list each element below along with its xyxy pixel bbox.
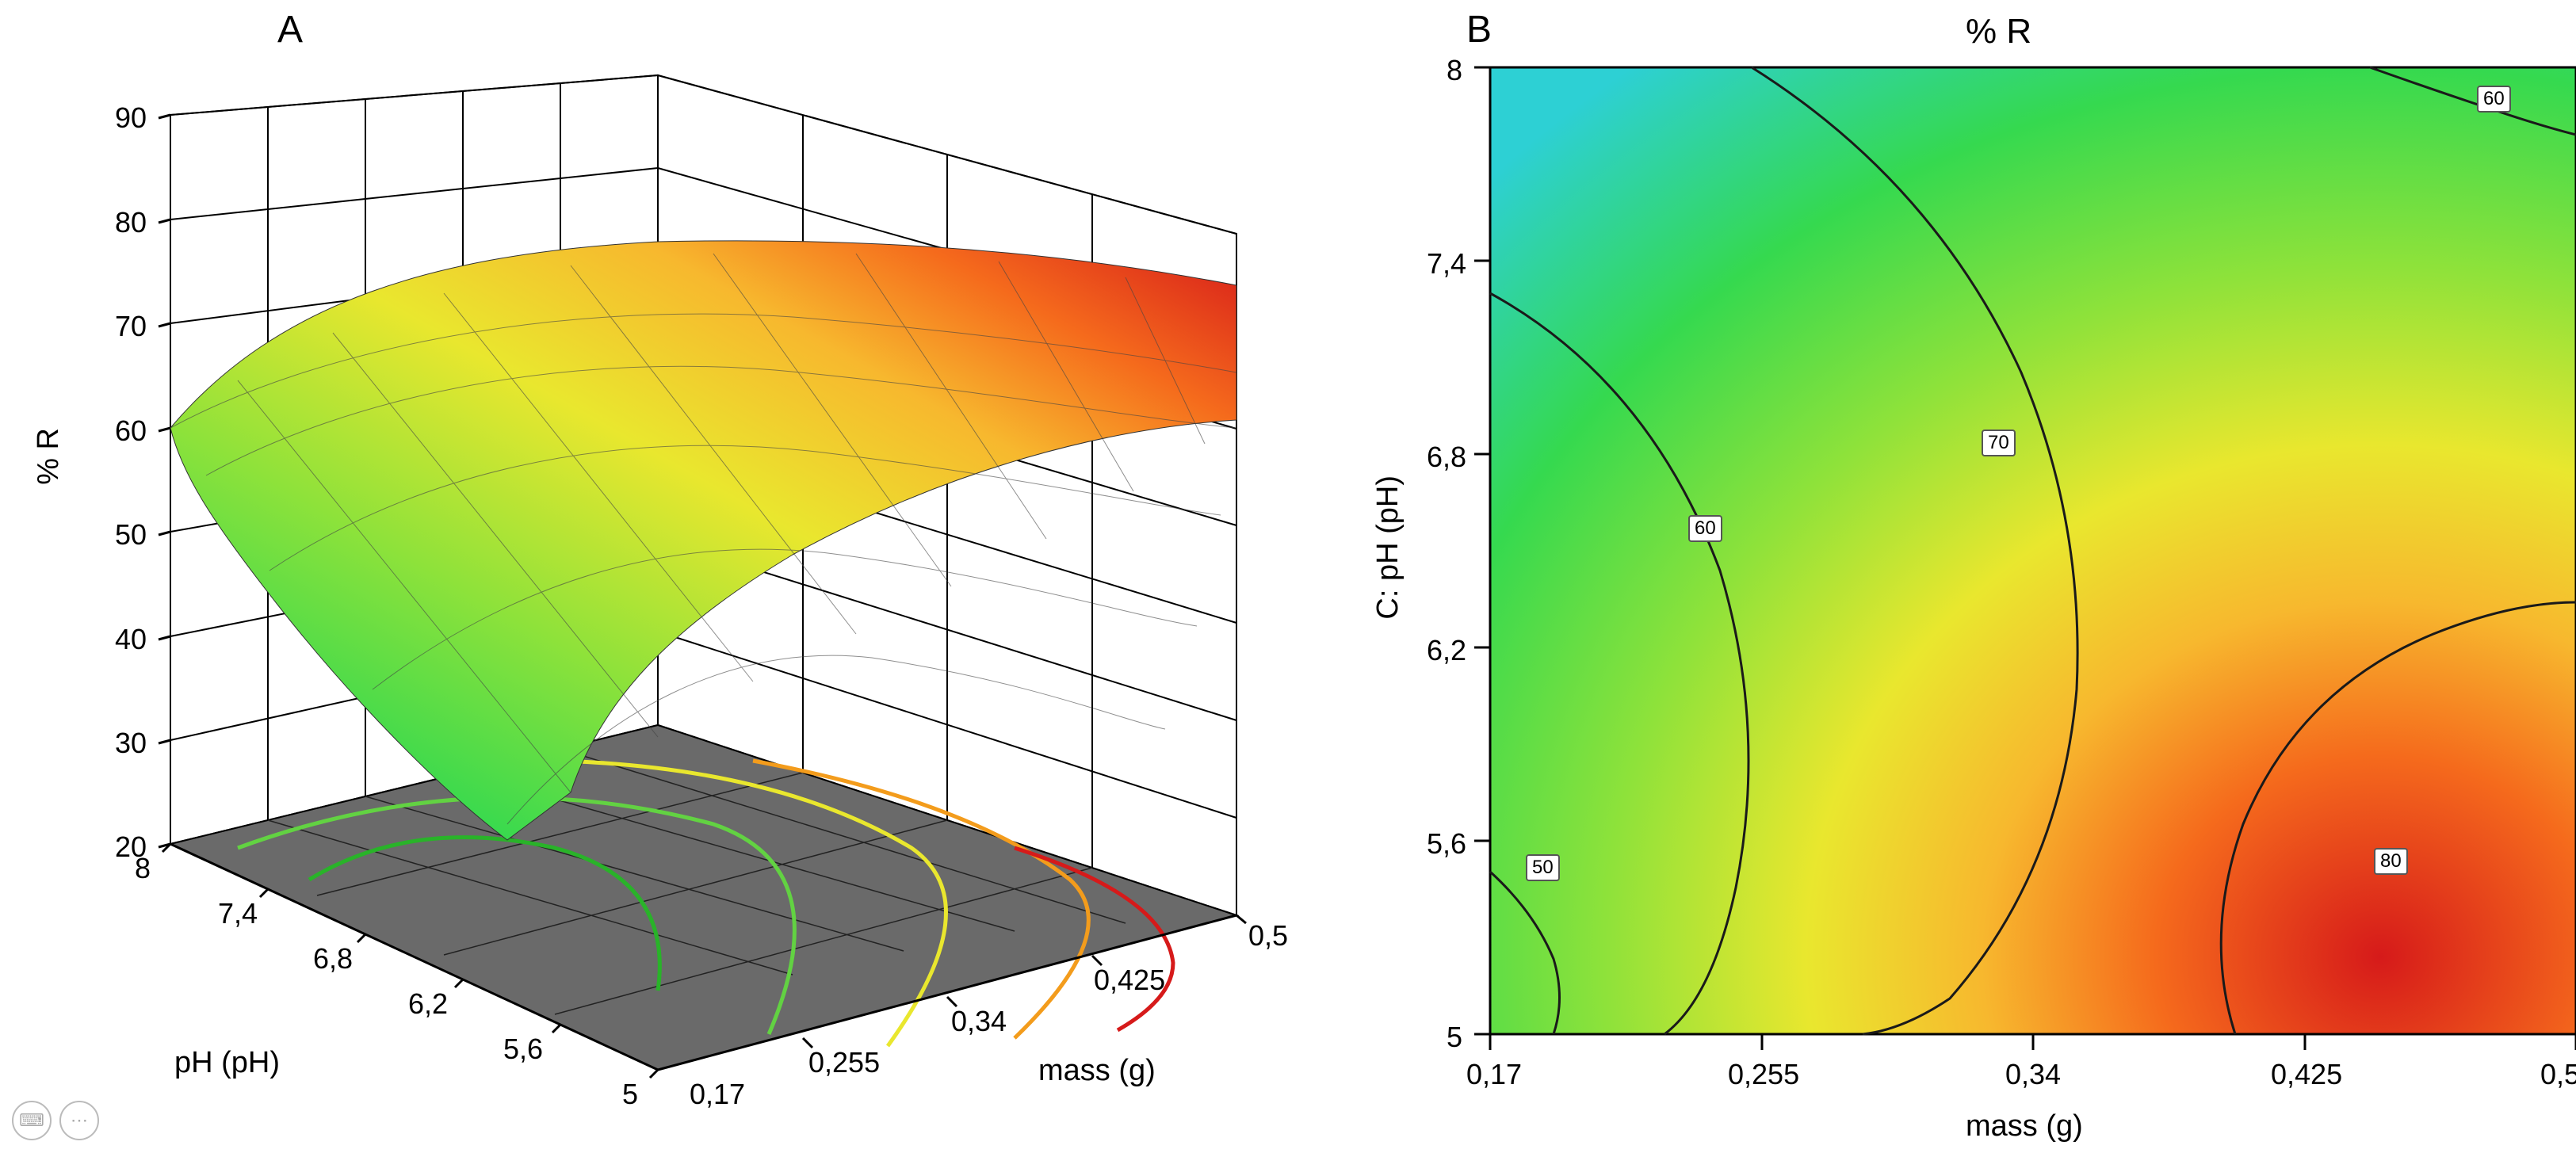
mass-tick: 0,34 <box>951 1005 1007 1038</box>
control-icon-2[interactable]: ⋯ <box>59 1101 99 1140</box>
mass-tick: 0,255 <box>808 1046 880 1079</box>
contour-label-60: 60 <box>1688 515 1722 542</box>
panel-b-contour: B % R <box>1347 0 2576 1176</box>
y-tick: 5,6 <box>1427 827 1466 861</box>
y-axis-label-b: C: pH (pH) <box>1371 475 1405 620</box>
x-tick: 0,17 <box>1466 1058 1522 1091</box>
z-tick: 40 <box>115 623 147 656</box>
ph-tick: 7,4 <box>218 897 258 930</box>
ph-tick: 5,6 <box>503 1033 543 1066</box>
mass-tick: 0,17 <box>690 1078 745 1111</box>
ph-tick: 8 <box>135 852 151 885</box>
contour-label-70: 70 <box>1982 430 2016 456</box>
contour-label-60b: 60 <box>2477 86 2511 113</box>
z-tick: 80 <box>115 206 147 239</box>
z-tick: 90 <box>115 101 147 135</box>
mass-tick: 0,5 <box>1248 919 1288 953</box>
contour-label-80: 80 <box>2374 848 2408 875</box>
x-tick: 0,34 <box>2005 1058 2061 1091</box>
y-tick: 5 <box>1447 1021 1462 1054</box>
z-tick: 70 <box>115 310 147 343</box>
z-tick: 60 <box>115 414 147 448</box>
x-tick: 0,255 <box>1728 1058 1799 1091</box>
mass-axis-label: mass (g) <box>1038 1054 1156 1088</box>
y-tick: 6,8 <box>1427 441 1466 474</box>
surface-plot-svg <box>0 0 1347 1176</box>
z-axis-label: % R <box>32 428 66 485</box>
contour-label-50: 50 <box>1526 854 1560 881</box>
ph-tick: 6,8 <box>313 942 353 976</box>
control-icon-1[interactable]: ⌨ <box>12 1101 52 1140</box>
x-axis-label-b: mass (g) <box>1966 1109 2083 1144</box>
y-tick: 7,4 <box>1427 247 1466 281</box>
ph-tick: 6,2 <box>408 987 448 1021</box>
ph-tick: 5 <box>622 1078 638 1111</box>
z-tick: 30 <box>115 727 147 760</box>
ph-axis-label: pH (pH) <box>174 1046 280 1080</box>
mass-tick: 0,425 <box>1094 964 1165 997</box>
panel-a-3d-surface: A <box>0 0 1347 1176</box>
y-tick: 8 <box>1447 54 1462 87</box>
x-tick: 0,425 <box>2271 1058 2342 1091</box>
contour-plot-svg <box>1347 0 2576 1176</box>
x-tick: 0,5 <box>2540 1058 2576 1091</box>
z-tick: 50 <box>115 518 147 552</box>
y-tick: 6,2 <box>1427 634 1466 667</box>
